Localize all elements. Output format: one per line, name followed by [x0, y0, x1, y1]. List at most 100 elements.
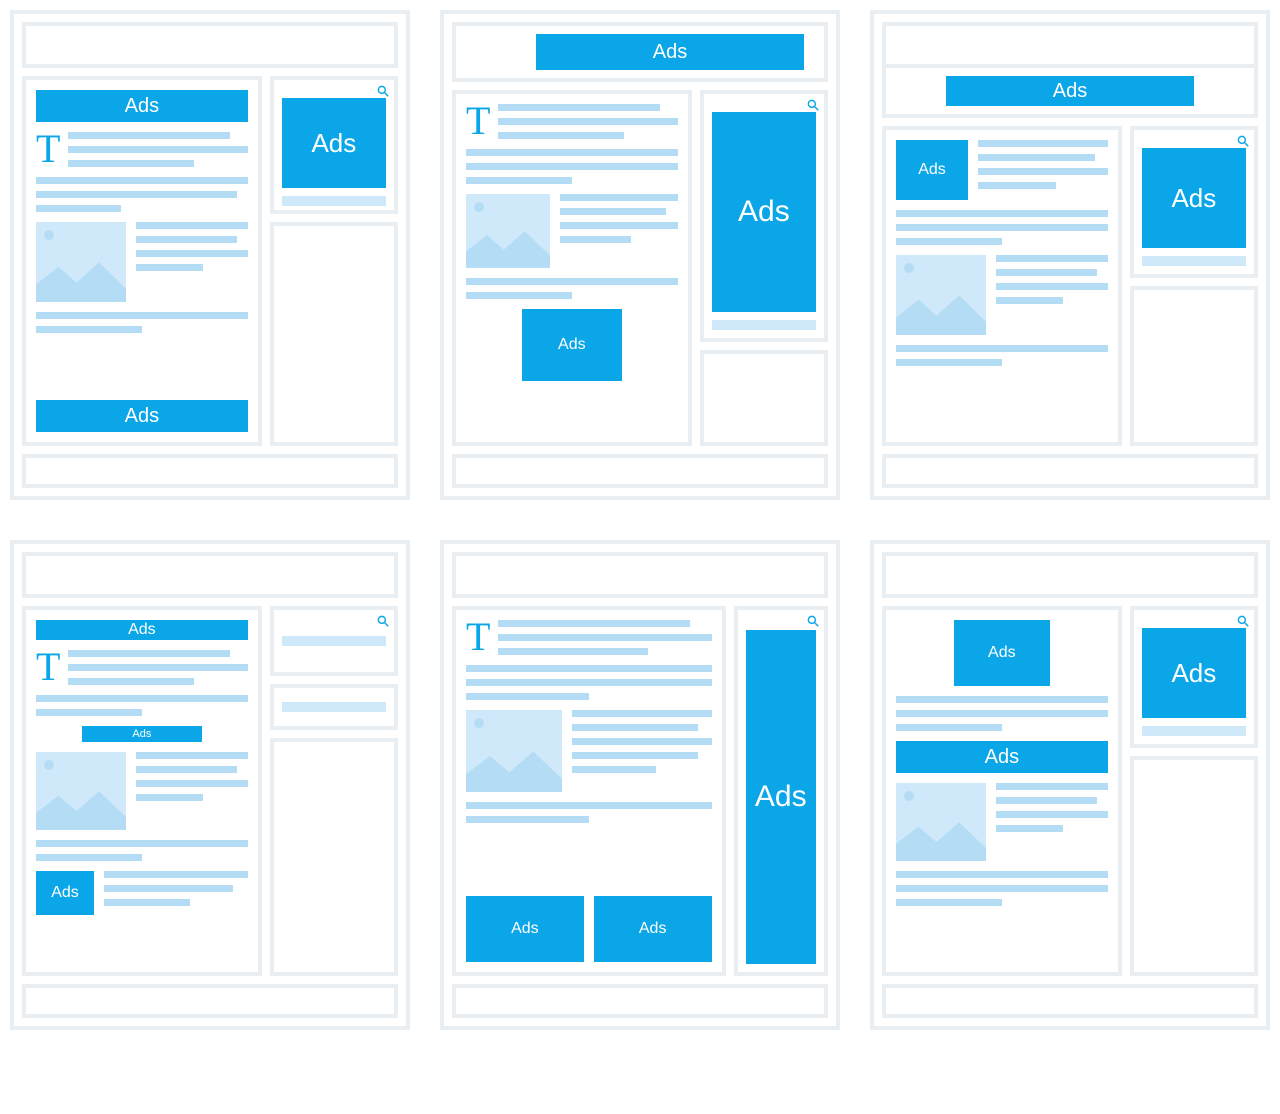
header — [882, 22, 1258, 68]
search-icon — [1236, 614, 1250, 628]
sidebar-bottom — [1130, 756, 1258, 976]
article-intro: T — [36, 650, 248, 685]
layout-1: Ads T — [10, 10, 410, 500]
footer — [22, 984, 398, 1018]
text-lines — [466, 665, 712, 700]
ad-inline-square: Ads — [896, 140, 968, 200]
ad-text-row: Ads — [36, 871, 248, 915]
ad-wrap: Ads — [36, 726, 248, 742]
image-placeholder — [36, 752, 126, 830]
sidebar — [270, 606, 398, 976]
body: T — [452, 606, 828, 976]
layout-4: Ads T Ads — [10, 540, 410, 1030]
main-column: Ads T — [22, 76, 262, 446]
main-column: Ads — [882, 126, 1122, 446]
image-row — [36, 222, 248, 302]
ad-wrap: Ads — [896, 620, 1108, 686]
sidebar-top: Ads — [270, 76, 398, 214]
ad-sidebar-square: Ads — [282, 98, 386, 188]
image-row — [36, 752, 248, 830]
footer — [452, 984, 828, 1018]
dropcap: T — [36, 650, 60, 684]
text-lines — [466, 802, 712, 823]
text-lines — [466, 278, 678, 299]
text-lines — [466, 149, 678, 184]
ad-top-banner: Ads — [36, 90, 248, 122]
ad-mid-banner: Ads — [896, 741, 1108, 773]
text-lines — [896, 210, 1108, 245]
main-column: T — [452, 606, 726, 976]
ad-wrap: Ads — [466, 309, 678, 381]
body: T — [452, 90, 828, 446]
sidebar-bottom — [270, 222, 398, 446]
image-row — [896, 255, 1108, 335]
sidebar: Ads — [1130, 606, 1258, 976]
sidebar-top: Ads — [700, 90, 828, 342]
image-row — [466, 194, 678, 268]
sidebar-top: Ads — [1130, 606, 1258, 748]
footer — [882, 454, 1258, 488]
footer — [882, 984, 1258, 1018]
ad-pair: Ads Ads — [466, 896, 712, 962]
text-lines — [896, 696, 1108, 731]
search-icon — [806, 98, 820, 112]
ad-below-header: Ads — [946, 76, 1194, 106]
body: Ads T Ads — [22, 606, 398, 976]
layout-6: Ads Ads — [870, 540, 1270, 1030]
ad-mid-square: Ads — [522, 309, 622, 381]
article-intro: T — [466, 620, 712, 655]
image-placeholder — [896, 783, 986, 861]
header — [452, 552, 828, 598]
sidebar-tall: Ads — [734, 606, 828, 976]
ad-bottom-small: Ads — [36, 871, 94, 915]
image-placeholder — [466, 194, 550, 268]
main-column: T — [452, 90, 692, 446]
ad-sidebar-square: Ads — [1142, 148, 1246, 248]
dropcap: T — [466, 104, 490, 138]
layout-3: Ads Ads — [870, 10, 1270, 500]
ad-top-thin: Ads — [36, 620, 248, 640]
text-lines — [36, 695, 248, 716]
layout-2: Ads T — [440, 10, 840, 500]
body: Ads T — [22, 76, 398, 446]
header — [22, 22, 398, 68]
sidebar: Ads — [734, 606, 828, 976]
ad-bottom-2: Ads — [594, 896, 712, 962]
image-row — [466, 710, 712, 792]
main-column: Ads Ads — [882, 606, 1122, 976]
ad-top-square: Ads — [954, 620, 1050, 686]
sidebar-bottom — [270, 738, 398, 976]
article-intro: T — [466, 104, 678, 139]
sidebar-top: Ads — [1130, 126, 1258, 278]
sidebar: Ads — [270, 76, 398, 446]
sidebar: Ads — [700, 90, 828, 446]
text-lines — [896, 871, 1108, 906]
sidebar: Ads — [1130, 126, 1258, 446]
ad-mid-thin: Ads — [82, 726, 202, 742]
text-lines — [36, 840, 248, 861]
sidebar-bottom — [700, 350, 828, 446]
text-lines — [896, 345, 1108, 366]
ad-header: Ads — [536, 34, 804, 70]
ad-bottom-1: Ads — [466, 896, 584, 962]
header — [22, 552, 398, 598]
search-icon — [1236, 134, 1250, 148]
main-column: Ads T Ads — [22, 606, 262, 976]
dropcap: T — [36, 132, 60, 166]
sidebar-box-2 — [270, 684, 398, 730]
header: Ads — [452, 22, 828, 82]
layout-grid: Ads T — [10, 10, 1270, 1030]
article-intro: T — [36, 132, 248, 167]
layout-5: T — [440, 540, 840, 1030]
ad-sidebar-tall: Ads — [712, 112, 816, 312]
text-lines — [36, 177, 248, 212]
image-placeholder — [896, 255, 986, 335]
header-ad-row: Ads — [882, 68, 1258, 118]
dropcap: T — [466, 620, 490, 654]
image-placeholder — [36, 222, 126, 302]
footer — [22, 454, 398, 488]
text-lines — [36, 312, 248, 333]
sidebar-bottom — [1130, 286, 1258, 446]
footer — [452, 454, 828, 488]
ad-bottom-banner: Ads — [36, 400, 248, 432]
